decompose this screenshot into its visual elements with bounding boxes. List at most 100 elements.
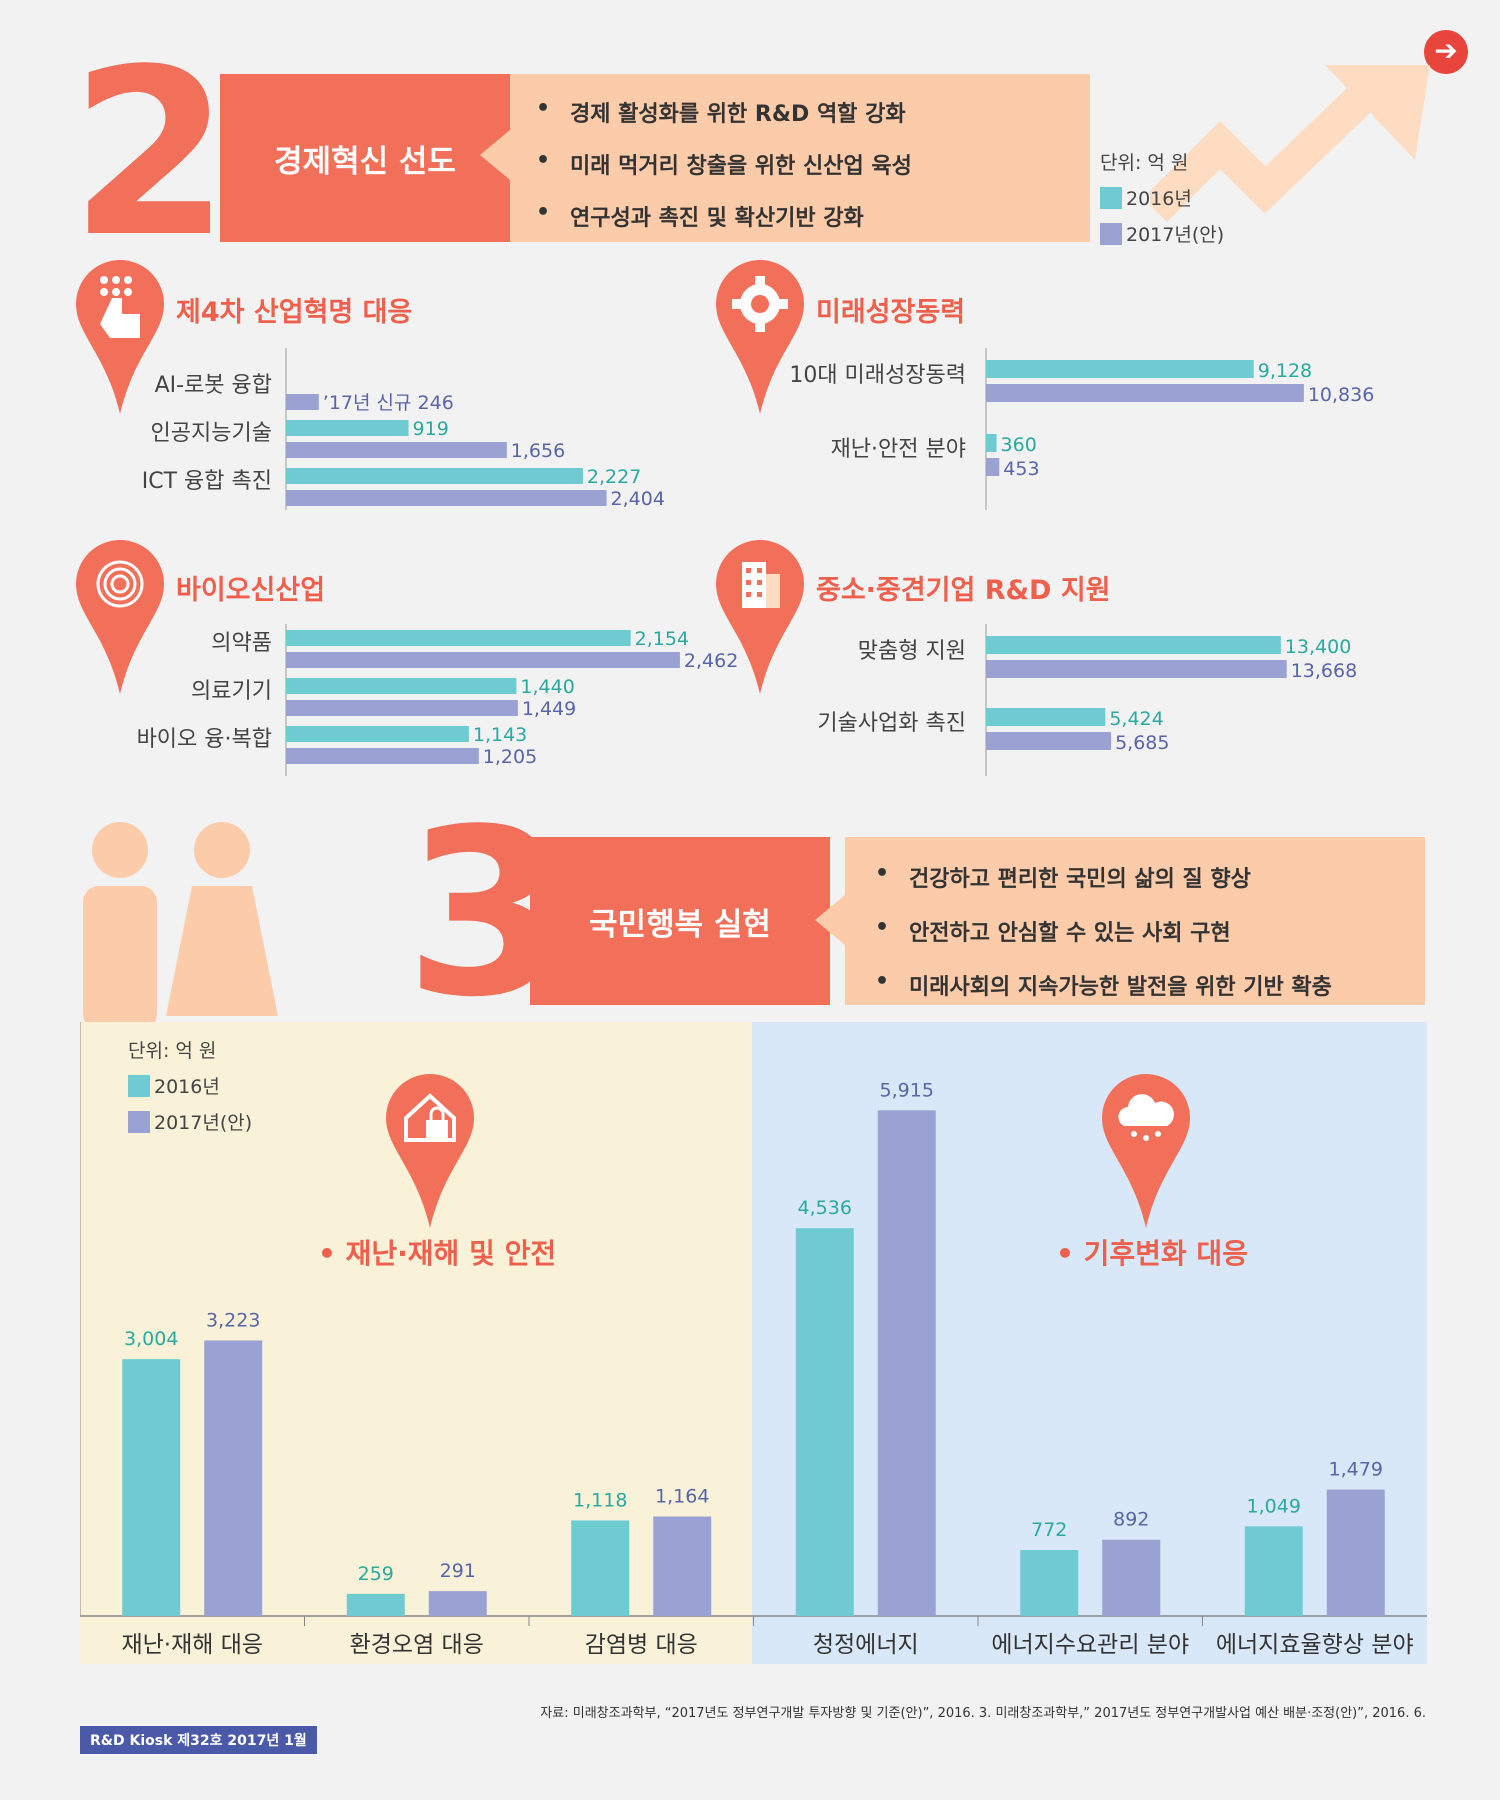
data-label: 1,449 [522, 698, 576, 720]
bar-2016 [286, 678, 517, 694]
legend-swatch-2017 [128, 1110, 150, 1133]
goal-item: 연구성과 촉진 및 확산기반 강화 [536, 200, 1090, 232]
category-label: 에너지효율향상 분야 [1216, 1632, 1414, 1658]
legend-unit: 단위: 억 원 [1100, 152, 1189, 174]
data-label: 13,400 [1285, 636, 1351, 658]
goal-item: 건강하고 편리한 국민의 삶의 질 향상 [875, 861, 1425, 893]
data-label: ’17년 신규 246 [323, 392, 454, 414]
banner-notch [815, 895, 845, 945]
goal-item: 미래 먹거리 창출을 위한 신산업 육성 [536, 148, 1090, 180]
data-label: 453 [1003, 458, 1039, 480]
data-label: 3,223 [206, 1309, 260, 1331]
data-label: 772 [1031, 1519, 1067, 1541]
data-label: 5,685 [1115, 732, 1169, 754]
next-page-button[interactable]: ➔ [1424, 30, 1468, 74]
chart2-title: 미래성장동력 [816, 297, 966, 328]
legend: 단위: 억 원 2016년 2017년(안) [1100, 148, 1224, 247]
chart4-title: 중소·중견기업 R&D 지원 [816, 575, 1111, 606]
goal-item: 안전하고 안심할 수 있는 사회 구현 [875, 915, 1425, 947]
bar-2017 [986, 458, 1000, 476]
data-label: 5,424 [1109, 708, 1163, 730]
category-label: 청정에너지 [813, 1632, 919, 1658]
legend-label-2017: 2017년(안) [154, 1112, 253, 1134]
bar-2016 [286, 630, 631, 646]
group2-title: • 기후변화 대응 [1056, 1237, 1248, 1270]
data-label: 1,440 [520, 676, 574, 698]
section3-goals: 건강하고 편리한 국민의 삶의 질 향상 안전하고 안심할 수 있는 사회 구현… [845, 837, 1425, 1005]
chart3-title: 바이오신산업 [176, 575, 326, 606]
gear-icon [716, 260, 804, 414]
data-label: 259 [358, 1563, 394, 1585]
bar-2016 [286, 468, 583, 484]
bar-2016 [1244, 1526, 1303, 1616]
bar-2017 [204, 1340, 263, 1616]
bar-2017 [986, 384, 1304, 402]
growth-arrow-icon [1150, 65, 1430, 223]
bar-2016 [286, 420, 409, 436]
bar-2017 [286, 442, 507, 458]
data-label: 1,656 [511, 440, 565, 462]
goal-item: 경제 활성화를 위한 R&D 역할 강화 [536, 96, 1090, 128]
bar-2016 [986, 708, 1106, 726]
bar-2017 [1326, 1489, 1385, 1616]
group1-title: • 재난·재해 및 안전 [318, 1237, 557, 1270]
data-label: 4,536 [798, 1197, 852, 1219]
bar-2016 [986, 360, 1254, 378]
legend-label-2016: 2016년 [1126, 188, 1192, 210]
data-label: 2,227 [587, 466, 641, 488]
data-label: 892 [1113, 1509, 1149, 1531]
bar-2017 [286, 700, 518, 716]
bar-2017 [653, 1516, 712, 1616]
data-label: 2,154 [635, 628, 689, 650]
category-label: 환경오염 대응 [350, 1632, 484, 1658]
data-label: 3,004 [124, 1328, 178, 1350]
legend-label-2017: 2017년(안) [1126, 224, 1225, 246]
bar-2016 [986, 434, 997, 452]
bar-2016 [286, 726, 469, 742]
legend-swatch-2016 [128, 1074, 150, 1097]
data-label: 1,479 [1329, 1459, 1383, 1481]
home-lock-icon [386, 1074, 474, 1228]
panel-climate [752, 1022, 1427, 1664]
category-label: 맞춤형 지원 [858, 639, 966, 664]
bar-2016 [571, 1520, 630, 1616]
category-label: 감염병 대응 [585, 1632, 698, 1658]
fingerprint-icon [76, 540, 164, 694]
chart1-title: 제4차 산업혁명 대응 [176, 297, 413, 328]
section2-title: 경제혁신 선도 [220, 74, 510, 242]
category-label: 바이오 융·복합 [137, 727, 272, 752]
data-label: 1,049 [1247, 1495, 1301, 1517]
category-label: 의약품 [211, 631, 272, 656]
category-label: ICT 융합 촉진 [142, 469, 272, 494]
data-label: 1,118 [573, 1489, 627, 1511]
touch-keypad-icon [76, 260, 164, 414]
category-label: 에너지수요관리 분야 [991, 1632, 1189, 1658]
bar-2017 [286, 490, 607, 506]
bar-2016 [986, 636, 1281, 654]
section2-number: 2 [70, 21, 231, 288]
bar-2017 [286, 748, 479, 764]
bar-2017 [877, 1110, 936, 1616]
data-label: 1,143 [473, 724, 527, 746]
people-illustration [80, 820, 280, 1030]
goal-item: 미래사회의 지속가능한 발전을 위한 기반 확충 [875, 969, 1425, 1001]
section3-title: 국민행복 실현 [530, 837, 830, 1005]
legend-label-2016: 2016년 [154, 1076, 220, 1098]
bar-2016 [122, 1359, 181, 1616]
category-label: 기술사업화 촉진 [817, 711, 966, 736]
chart-industry4: AI-로봇 융합 ’17년 신규 246 인공지능기술 919 1,656 ICT 융합 … [142, 348, 665, 510]
data-label: 2,462 [684, 650, 738, 672]
data-label: 1,205 [483, 746, 537, 768]
bar-2017 [986, 660, 1287, 678]
category-label: 10대 미래성장동력 [789, 363, 966, 388]
legend-unit: 단위: 억 원 [128, 1040, 217, 1062]
bar-2017 [986, 732, 1112, 750]
data-label: 291 [440, 1560, 476, 1582]
data-label: 9,128 [1258, 360, 1312, 382]
category-label: 인공지능기술 [151, 421, 272, 446]
data-label: 919 [413, 418, 449, 440]
arrow-right-icon: ➔ [1434, 34, 1458, 67]
legend-bottom: 단위: 억 원 2016년 2017년(안) [128, 1036, 252, 1135]
building-icon [716, 540, 804, 694]
